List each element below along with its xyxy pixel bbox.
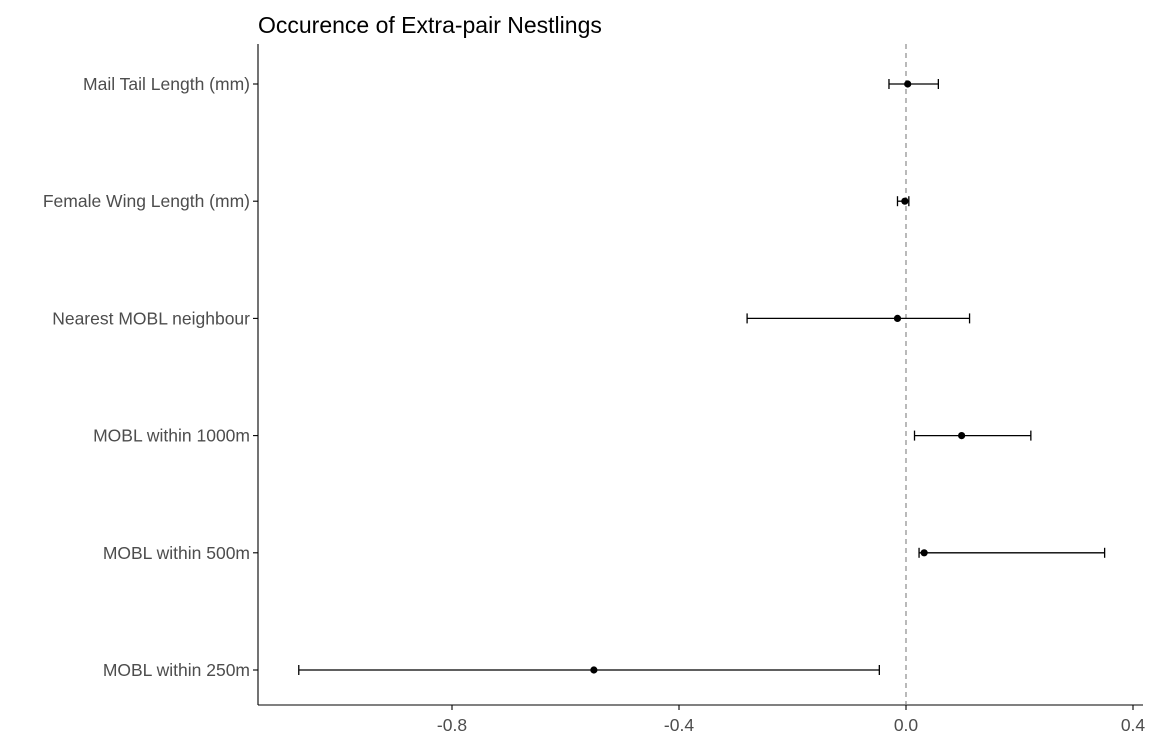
- estimate-point: [893, 314, 902, 322]
- plot-marks: [298, 79, 1106, 675]
- estimate-point: [920, 549, 928, 557]
- y-tick-label: Mail Tail Length (mm): [83, 74, 250, 94]
- y-tick-label: Nearest MOBL neighbour: [52, 308, 250, 328]
- y-axis-labels: Mail Tail Length (mm) Female Wing Length …: [43, 74, 258, 680]
- x-axis-labels: -0.8 -0.4 0.0 0.4: [437, 705, 1146, 735]
- chart-title: Occurence of Extra-pair Nestlings: [258, 12, 602, 38]
- x-tick-label: -0.8: [437, 715, 467, 735]
- y-tick-label: MOBL within 500m: [103, 543, 250, 563]
- y-tick-label: Female Wing Length (mm): [43, 191, 250, 211]
- estimate-point: [904, 80, 912, 88]
- estimate-point: [958, 432, 966, 440]
- estimate-point: [901, 197, 909, 205]
- x-tick-label: 0.0: [894, 715, 919, 735]
- y-tick-label: MOBL within 250m: [103, 660, 250, 680]
- x-tick-label: -0.4: [664, 715, 694, 735]
- x-tick-label: 0.4: [1121, 715, 1146, 735]
- estimate-point: [590, 666, 598, 674]
- y-tick-label: MOBL within 1000m: [93, 426, 250, 446]
